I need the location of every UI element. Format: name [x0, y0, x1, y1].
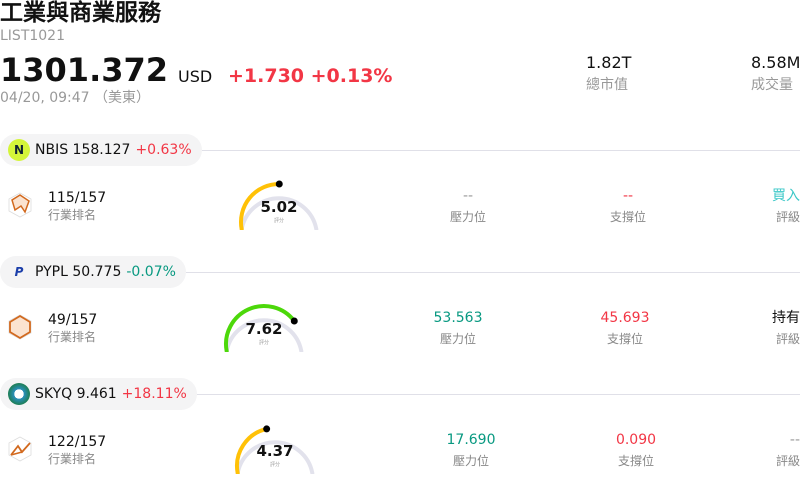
market-cap-label: 總市值	[586, 77, 628, 93]
market-cap: 1.82T 總市值	[586, 53, 631, 94]
rank-label: 行業排名	[48, 452, 97, 466]
stock-chip[interactable]: N NBIS 158.127 +0.63%	[0, 134, 202, 166]
ticker-change: -0.07%	[126, 263, 176, 280]
score-value: 4.37	[256, 442, 294, 460]
gauge-marker	[263, 425, 271, 433]
rating-label: 評級	[775, 332, 800, 346]
rating-label: 評級	[775, 454, 800, 468]
score-value: 5.02	[260, 198, 298, 216]
index-code: LIST1021	[0, 28, 65, 44]
ticker-change: +0.63%	[135, 141, 192, 158]
score-label: 評分	[258, 340, 269, 346]
score-value: 7.62	[245, 320, 283, 338]
gauge-fill	[235, 426, 269, 476]
support-value: 45.693	[600, 310, 650, 326]
index-price: 1301.372	[0, 51, 169, 89]
gauge-fill	[224, 304, 297, 354]
industry-rank: 122/157 行業排名	[48, 434, 106, 466]
score-gauge: 5.02 評分	[234, 180, 324, 232]
price-change: +1.730 +0.13%	[228, 65, 393, 87]
divider	[186, 272, 800, 273]
radar-icon	[8, 192, 32, 218]
gauge-track	[239, 196, 319, 232]
support-label: 支撐位	[606, 332, 643, 346]
resistance-value: --	[462, 188, 474, 204]
gauge-track	[235, 440, 315, 476]
support: 45.693 支撐位	[585, 310, 665, 346]
resistance: 17.690 壓力位	[431, 432, 511, 468]
support-label: 支撐位	[609, 210, 646, 224]
gauge-fill	[239, 182, 282, 232]
rank-label: 行業排名	[48, 330, 97, 344]
ticker-price: NBIS 158.127	[35, 141, 131, 158]
support: 0.090 支撐位	[596, 432, 676, 468]
stock-chip[interactable]: P PYPL 50.775 -0.07%	[0, 256, 186, 288]
stock-chip[interactable]: SKYQ 9.461 +18.11%	[0, 378, 197, 410]
rank-label: 行業排名	[48, 208, 97, 222]
rating-label: 評級	[775, 210, 800, 224]
gauge-marker	[275, 180, 283, 188]
score-label: 評分	[269, 462, 280, 468]
score-gauge: 7.62 評分	[219, 302, 309, 354]
support-value: --	[622, 188, 634, 204]
rating: 買入 評級	[772, 188, 800, 224]
rating: 持有 評級	[772, 310, 800, 346]
radar-icon	[8, 436, 32, 462]
resistance-label: 壓力位	[439, 332, 476, 346]
ticker-price: SKYQ 9.461	[35, 385, 117, 402]
paypal-logo: P	[14, 264, 24, 279]
rating-value: 持有	[772, 310, 800, 326]
market-cap-value: 1.82T	[586, 53, 632, 72]
score-label: 評分	[273, 218, 284, 224]
volume: 8.58M 成交量	[751, 53, 800, 94]
resistance-label: 壓力位	[449, 210, 486, 224]
resistance-value: 17.690	[446, 432, 496, 448]
industry-rank: 49/157 行業排名	[48, 312, 97, 344]
nbis-logo: N	[8, 139, 30, 161]
skyq-logo	[8, 383, 30, 405]
resistance: 53.563 壓力位	[418, 310, 498, 346]
rating: -- 評級	[776, 432, 800, 468]
score-gauge: 4.37 評分	[230, 424, 320, 476]
support-value: 0.090	[615, 432, 657, 448]
support: -- 支撐位	[588, 188, 668, 224]
volume-label: 成交量	[751, 77, 793, 93]
resistance-label: 壓力位	[452, 454, 489, 468]
gauge-marker	[290, 317, 298, 325]
divider	[202, 150, 800, 151]
rating-value: 買入	[772, 188, 800, 204]
rating-value: --	[789, 432, 800, 448]
volume-value: 8.58M	[751, 53, 800, 72]
page-title: 工業與商業服務	[0, 0, 161, 26]
currency: USD	[178, 67, 213, 86]
industry-rank: 115/157 行業排名	[48, 190, 106, 222]
ticker-change: +18.11%	[121, 385, 187, 402]
divider	[197, 394, 800, 395]
rank-value: 115/157	[48, 190, 107, 206]
gauge-track	[224, 318, 304, 354]
resistance: -- 壓力位	[428, 188, 508, 224]
resistance-value: 53.563	[433, 310, 483, 326]
support-label: 支撐位	[617, 454, 654, 468]
ticker-price: PYPL 50.775	[35, 263, 122, 280]
radar-icon	[8, 314, 32, 340]
timestamp: 04/20, 09:47 （美東）	[0, 90, 151, 106]
rank-value: 49/157	[48, 312, 98, 328]
rank-value: 122/157	[48, 434, 107, 450]
